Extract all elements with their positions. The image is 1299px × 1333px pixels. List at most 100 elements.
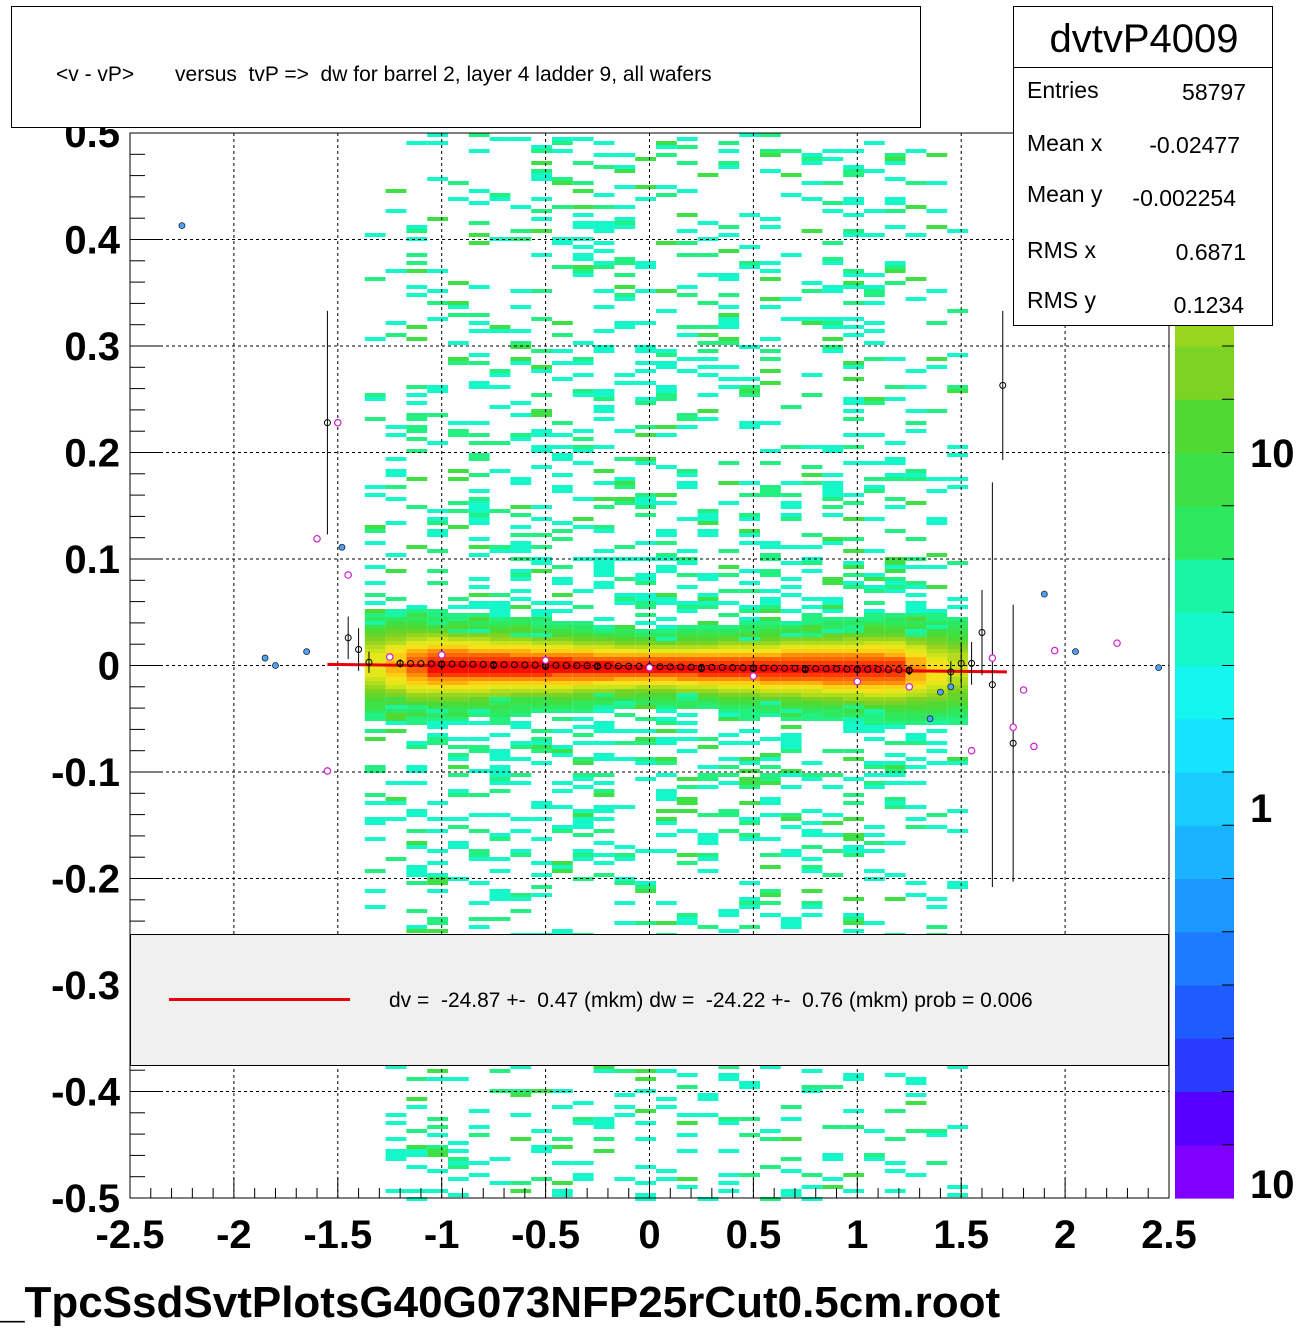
profile-point-magenta	[1019, 686, 1028, 694]
profile-point-magenta	[1050, 646, 1059, 655]
heatmap-cell	[448, 1141, 469, 1145]
heatmap-cell	[489, 857, 511, 861]
heatmap-cell	[884, 617, 906, 621]
heatmap-cell	[468, 881, 490, 885]
heatmap-cell	[780, 745, 802, 749]
heatmap-cell	[718, 1149, 740, 1153]
heatmap-cell	[427, 641, 448, 645]
heatmap-cell	[427, 533, 448, 537]
heatmap-cell	[552, 577, 573, 581]
heatmap-cell	[531, 365, 552, 369]
heatmap-cell	[780, 697, 802, 701]
heatmap-cell	[364, 617, 386, 621]
heatmap-cell	[780, 701, 802, 705]
heatmap-cell	[843, 281, 864, 285]
heatmap-cell	[572, 693, 594, 697]
heatmap-cell	[593, 1121, 615, 1125]
heatmap-cell	[718, 713, 740, 717]
heatmap-cell	[780, 849, 802, 853]
heatmap-cell	[406, 413, 428, 417]
heatmap-cell	[656, 593, 677, 597]
heatmap-cell	[864, 681, 885, 685]
heatmap-cell	[780, 149, 802, 153]
heatmap-cell	[697, 393, 719, 397]
heatmap-cell	[822, 717, 844, 721]
heatmap-cell	[531, 741, 552, 745]
heatmap-cell	[822, 513, 844, 517]
heatmap-cell	[656, 901, 677, 905]
heatmap-cell	[552, 445, 573, 449]
heatmap-cell	[635, 761, 656, 765]
heatmap-cell	[905, 645, 927, 649]
heatmap-cell	[697, 841, 719, 845]
heatmap-cell	[760, 305, 781, 309]
profile-point-black	[510, 661, 518, 669]
heatmap-cell	[843, 849, 864, 853]
heatmap-cell	[385, 797, 407, 801]
heatmap-cell	[572, 605, 594, 609]
heatmap-cell	[448, 653, 469, 657]
heatmap-cell	[552, 717, 573, 721]
heatmap-cell	[572, 725, 594, 729]
heatmap-cell	[385, 781, 407, 785]
heatmap-cell	[801, 621, 823, 625]
heatmap-cell	[718, 813, 740, 817]
heatmap-cell	[780, 317, 802, 321]
heatmap-cell	[364, 697, 386, 701]
heatmap-cell	[364, 337, 386, 341]
heatmap-cell	[676, 705, 698, 709]
heatmap-cell	[676, 917, 698, 921]
heatmap-cell	[926, 409, 948, 413]
heatmap-cell	[406, 701, 428, 705]
heatmap-cell	[843, 461, 864, 465]
heatmap-cell	[593, 697, 615, 701]
heatmap-cell	[864, 685, 885, 689]
heatmap-cell	[760, 657, 781, 661]
heatmap-cell	[552, 729, 573, 733]
heatmap-cell	[843, 517, 864, 521]
heatmap-cell	[697, 653, 719, 657]
heatmap-cell	[635, 1069, 656, 1073]
heatmap-cell	[448, 1165, 469, 1169]
heatmap-cell	[427, 549, 448, 553]
palette-step	[1175, 559, 1234, 613]
heatmap-cell	[531, 761, 552, 765]
heatmap-cell	[635, 493, 656, 497]
heatmap-cell	[489, 329, 511, 333]
heatmap-cell	[448, 641, 469, 645]
heatmap-cell	[427, 217, 448, 221]
heatmap-cell	[448, 713, 469, 717]
heatmap-cell	[947, 621, 968, 625]
heatmap-cell	[864, 341, 885, 345]
heatmap-cell	[864, 653, 885, 657]
heatmap-cell	[448, 701, 469, 705]
heatmap-cell	[552, 673, 573, 677]
heatmap-cell	[884, 157, 906, 161]
heatmap-cell	[739, 649, 760, 653]
heatmap-cell	[531, 633, 552, 637]
heatmap-cell	[635, 685, 656, 689]
y-tick-label: 0.2	[64, 432, 120, 476]
heatmap-cell	[843, 817, 864, 821]
heatmap-cell	[531, 649, 552, 653]
heatmap-cell	[905, 1173, 927, 1177]
heatmap-cell	[552, 181, 573, 185]
heatmap-cell	[780, 785, 802, 789]
heatmap-cell	[614, 601, 636, 605]
heatmap-cell	[864, 285, 885, 289]
heatmap-cell	[552, 781, 573, 785]
heatmap-cell	[385, 693, 407, 697]
heatmap-cell	[926, 729, 948, 733]
heatmap-cell	[780, 297, 802, 301]
heatmap-cell	[822, 693, 844, 697]
heatmap-cell	[468, 505, 490, 509]
heatmap-cell	[531, 661, 552, 665]
heatmap-cell	[926, 705, 948, 709]
heatmap-cell	[801, 701, 823, 705]
z-tick-label: 10	[1250, 432, 1295, 476]
heatmap-cell	[614, 169, 636, 173]
heatmap-cell	[697, 533, 719, 537]
heatmap-cell	[760, 337, 781, 341]
heatmap-cell	[947, 229, 968, 233]
heatmap-cell	[593, 673, 615, 677]
